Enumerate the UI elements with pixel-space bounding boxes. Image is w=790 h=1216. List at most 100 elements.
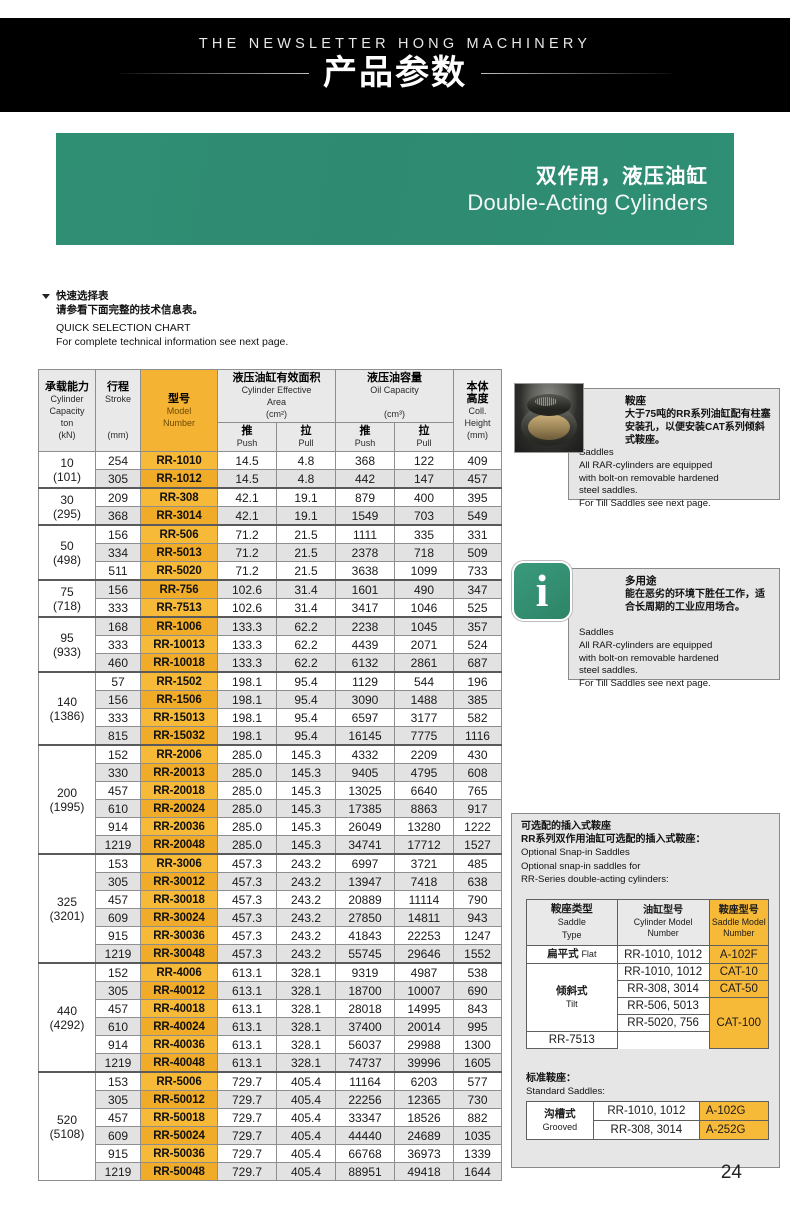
- info-2-en-3: steel saddles.: [579, 665, 638, 677]
- quick-selection-note: 快速选择表 请参看下面完整的技术信息表。 QUICK SELECTION CHA…: [42, 290, 382, 349]
- cell-area-pull: 62.2: [276, 653, 336, 673]
- cell-collapsed-height: 385: [453, 690, 502, 709]
- cell-oil-pull: 703: [394, 506, 454, 526]
- cell-oil-pull: 8863: [394, 799, 454, 818]
- cell-model-number: RR-40012: [140, 981, 218, 1000]
- table-body: 10 (101) 254 RR-1010 14.5 4.8 368 122 409 305 RR-1…: [38, 451, 502, 1181]
- th-saddle-model-cn: 鞍座型号: [718, 905, 759, 917]
- saddle-model-2: CAT-50: [708, 980, 770, 998]
- saddle-type-flat-en: Flat: [581, 949, 597, 959]
- capacity-kn: (498): [52, 552, 81, 567]
- cell-stroke: 152: [95, 744, 141, 764]
- cell-collapsed-height: 1339: [453, 1144, 502, 1163]
- th-saddle-type: 鞍座类型 Saddle Type: [526, 899, 618, 946]
- table-row: 457 RR-30018 457.3 243.2 20889 11114 790: [39, 890, 502, 909]
- quick-selection-title-en: QUICK SELECTION CHART: [56, 322, 191, 334]
- cell-model-number: RR-4006: [140, 962, 218, 982]
- specification-table: 承载能力 Cylinder Capacity ton (kN) 行程 Strok…: [38, 369, 502, 1181]
- cell-collapsed-height: 331: [453, 524, 502, 544]
- th-cylinder-model-cn: 油缸型号: [643, 905, 684, 917]
- page-title: 产品参数: [323, 54, 467, 92]
- quick-selection-title-cn: 快速选择表: [56, 290, 109, 302]
- info-box-multipurpose-en: Saddles All RAR-cylinders are equipped w…: [579, 627, 773, 691]
- cell-model-number: RR-10013: [140, 635, 218, 654]
- th-area-pull-cn: 拉: [300, 425, 312, 437]
- cell-stroke: 333: [95, 635, 141, 654]
- cell-collapsed-height: 457: [453, 469, 502, 489]
- cell-model-number: RR-30048: [140, 944, 218, 964]
- info-1-en-1: All RAR-cylinders are equipped: [579, 459, 713, 471]
- th-oil-unit: (cm³): [384, 409, 405, 419]
- th-stroke: 行程 Stroke (mm): [95, 369, 141, 452]
- saddle-type-tilt-cn: 倾斜式: [556, 984, 588, 997]
- cell-stroke: 610: [95, 799, 141, 818]
- cell-oil-push: 37400: [335, 1017, 395, 1036]
- table-row: 倾斜式 Tilt RR-1010, 1012 CAT-10: [526, 963, 770, 1032]
- cell-area-push: 729.7: [217, 1108, 277, 1127]
- cell-stroke: 330: [95, 763, 141, 782]
- table-row: 520 (5108) 153 RR-5006 729.7 405.4 11164 6203 57…: [38, 1071, 502, 1181]
- std-cyl-0: RR-1010, 1012: [592, 1101, 700, 1121]
- cell-oil-pull: 122: [394, 451, 454, 470]
- saddle-model-3: CAT-100: [708, 997, 770, 1049]
- th-model-en1: Model: [166, 405, 192, 416]
- cell-capacity: 325 (3201): [38, 853, 96, 964]
- th-height-cn2: 高度: [466, 392, 489, 405]
- cell-stroke: 457: [95, 999, 141, 1018]
- cell-oil-pull: 18526: [394, 1108, 454, 1127]
- cell-area-pull: 243.2: [276, 926, 336, 945]
- cell-collapsed-height: 790: [453, 890, 502, 909]
- capacity-kn: (5108): [49, 1126, 85, 1141]
- cell-area-push: 457.3: [217, 853, 277, 873]
- cell-stroke: 152: [95, 962, 141, 982]
- cell-model-number: RR-30036: [140, 926, 218, 945]
- banner-title-en: Double-Acting Cylinders: [467, 190, 708, 215]
- saddle-table-header-row: 鞍座类型 Saddle Type 油缸型号 Cylinder Model Num…: [526, 899, 770, 946]
- cyl-model-2: RR-308, 3014: [616, 980, 710, 998]
- table-row: 325 (3201) 153 RR-3006 457.3 243.2 6997 3721 485: [38, 853, 502, 964]
- cell-stroke: 457: [95, 781, 141, 800]
- cell-area-pull: 95.4: [276, 690, 336, 709]
- table-row: 50 (498) 156 RR-506 71.2 21.5 1111 335 331: [38, 524, 502, 581]
- table-row: 1219 RR-50048 729.7 405.4 88951 49418 1644: [39, 1162, 502, 1181]
- cell-area-push: 285.0: [217, 744, 277, 764]
- cyl-model-4: RR-5020, 756: [616, 1014, 710, 1032]
- cell-oil-pull: 22253: [394, 926, 454, 945]
- cell-oil-push: 28018: [335, 999, 395, 1018]
- cell-oil-push: 6597: [335, 708, 395, 727]
- table-row: 140 (1386) 57 RR-1502 198.1 95.4 1129 544 196: [38, 671, 502, 746]
- cell-stroke: 305: [95, 1090, 141, 1109]
- capacity-kn: (1995): [49, 799, 85, 814]
- cell-oil-push: 6997: [335, 853, 395, 873]
- cell-stroke: 914: [95, 817, 141, 836]
- cell-model-number: RR-5006: [140, 1071, 218, 1091]
- cell-oil-push: 20889: [335, 890, 395, 909]
- cell-model-number: RR-506: [140, 524, 218, 544]
- capacity-ton: 140: [56, 694, 78, 709]
- cell-oil-push: 368: [335, 451, 395, 470]
- capacity-ton: 10: [60, 455, 74, 470]
- cell-oil-push: 2378: [335, 543, 395, 562]
- std-saddle-1: A-252G: [698, 1120, 770, 1140]
- cell-oil-pull: 718: [394, 543, 454, 562]
- th-model: 型号 Model Number: [140, 369, 218, 452]
- cell-collapsed-height: 608: [453, 763, 502, 782]
- table-row: 511 RR-5020 71.2 21.5 3638 1099 733: [39, 561, 502, 581]
- th-saddle-model: 鞍座型号 Saddle Model Number: [708, 899, 770, 946]
- cell-model-number: RR-5020: [140, 561, 218, 581]
- cell-area-push: 613.1: [217, 999, 277, 1018]
- cell-oil-push: 879: [335, 487, 395, 507]
- opt-head-en3: RR-Series double-acting cylinders:: [521, 873, 669, 885]
- cell-oil-pull: 544: [394, 671, 454, 691]
- th-area-pull-en: Pull: [298, 438, 314, 448]
- saddle-type-tilt-en: Tilt: [565, 998, 578, 1009]
- th-saddle-type-cn: 鞍座类型: [550, 903, 593, 915]
- cell-oil-pull: 4795: [394, 763, 454, 782]
- cell-area-pull: 21.5: [276, 561, 336, 581]
- cyl-model-0: RR-1010, 1012: [616, 945, 710, 964]
- capacity-kn: (295): [52, 506, 81, 521]
- cell-oil-push: 9319: [335, 962, 395, 982]
- cell-area-pull: 19.1: [276, 506, 336, 526]
- th-area-pull: 拉 Pull: [276, 422, 336, 452]
- cell-oil-push: 1549: [335, 506, 395, 526]
